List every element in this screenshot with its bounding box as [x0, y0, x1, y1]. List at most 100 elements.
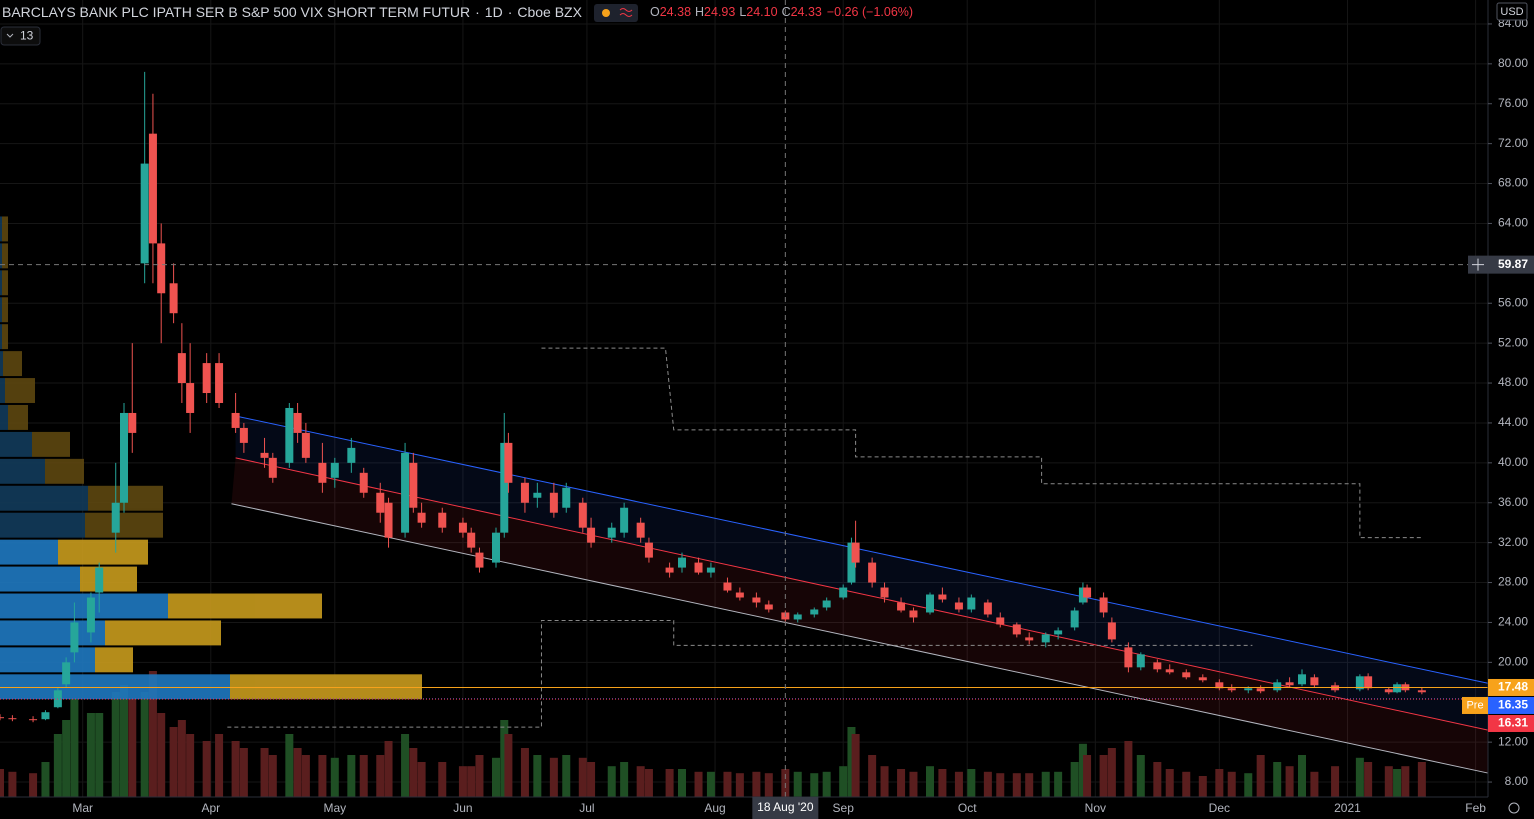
crosshair-date-box	[752, 797, 819, 819]
volume-bar	[1298, 755, 1306, 797]
plus-icon	[1472, 258, 1484, 271]
y-tick-label: 48.00	[1498, 375, 1528, 389]
volume-bar	[723, 771, 732, 797]
volume-bar	[417, 762, 426, 797]
candle-body	[62, 662, 71, 685]
y-tick-label: 56.00	[1498, 295, 1528, 309]
volume-bar	[678, 769, 686, 797]
ohlc-value: 24.38	[660, 5, 691, 19]
candle-body	[897, 602, 906, 611]
candle-body	[1083, 587, 1092, 598]
profile-up	[0, 324, 2, 350]
candle-body	[1384, 689, 1393, 693]
candle-body	[186, 383, 195, 413]
candle-body	[0, 717, 4, 719]
candle-body	[578, 502, 587, 528]
candle-body	[1273, 682, 1282, 691]
price-axis	[1488, 0, 1534, 819]
volume-bar	[562, 755, 571, 797]
candle-body	[1070, 610, 1079, 628]
x-tick-label: Mar	[72, 801, 93, 815]
volume-bar	[1083, 755, 1092, 797]
candle-body	[268, 457, 277, 478]
candle-body	[1215, 682, 1224, 689]
candle-body	[678, 557, 686, 568]
volume-bar	[62, 720, 71, 797]
volume-bar	[996, 773, 1005, 797]
profile-up	[0, 378, 5, 403]
volume-bar	[868, 755, 877, 797]
profile-down	[8, 404, 28, 430]
interval[interactable]: 1D	[485, 4, 503, 20]
chevron-icon	[6, 33, 14, 38]
volume-bar	[1364, 762, 1373, 797]
volume-bar	[301, 755, 310, 797]
y-tick-label: 28.00	[1498, 575, 1528, 589]
candle-body	[607, 527, 616, 538]
candle-body	[86, 597, 95, 633]
volume-bar	[752, 771, 761, 797]
profile-down	[5, 378, 35, 403]
profile-up	[0, 431, 32, 457]
volume-bar	[793, 771, 802, 797]
candle-body	[239, 427, 248, 443]
crosshair-price-label: 59.87	[1498, 257, 1528, 271]
candle-body	[285, 407, 294, 463]
x-tick-label: Jun	[453, 801, 472, 815]
volume-bar	[706, 771, 715, 797]
candle-body	[868, 562, 877, 583]
candles	[0, 71, 1426, 723]
volume-bar	[95, 713, 104, 797]
candle-body	[983, 602, 992, 615]
crosshair-price-box	[1488, 255, 1534, 274]
candle-body	[202, 363, 211, 394]
candle-body	[148, 133, 157, 244]
candle-body	[140, 163, 149, 264]
profile-up	[0, 297, 2, 323]
profile-down	[2, 297, 8, 323]
volume-bar	[1310, 771, 1319, 797]
candle-body	[231, 412, 240, 428]
volume-bar	[764, 773, 773, 797]
volume-bar	[53, 734, 62, 797]
channel-line	[231, 503, 1489, 774]
status-icons[interactable]	[594, 4, 638, 22]
volume-bar	[140, 692, 149, 797]
candle-body	[177, 353, 186, 384]
volume-bar	[458, 766, 467, 797]
indicators-toggle[interactable]	[0, 26, 41, 46]
volume-bar	[1182, 771, 1191, 797]
volume-bar	[983, 771, 992, 797]
candle-body	[260, 452, 269, 458]
ohlc-value: 24.33	[791, 5, 822, 19]
volume-bar	[1078, 743, 1087, 797]
candle-body	[562, 487, 571, 508]
volume-bar	[1153, 762, 1162, 797]
exchange: Cboe BZX	[517, 4, 582, 20]
y-tick-label: 24.00	[1498, 615, 1528, 629]
channel-fill	[231, 457, 1488, 774]
volume-bar	[347, 755, 356, 797]
channel-fill	[235, 415, 1489, 731]
candle-body	[847, 542, 856, 583]
volume-bar	[111, 692, 120, 797]
volume-bar	[157, 713, 166, 797]
candle-body	[926, 594, 934, 613]
profile-up	[0, 647, 95, 673]
candle-body	[1285, 682, 1294, 686]
volume-bar	[665, 769, 674, 797]
candle-body	[1165, 669, 1174, 673]
price-label: 16.35	[1498, 698, 1528, 712]
profile-up	[0, 458, 45, 484]
profile-up	[0, 674, 230, 700]
settings-icon[interactable]	[1508, 802, 1520, 814]
candle-body	[301, 432, 310, 458]
candle-body	[996, 617, 1005, 625]
currency-box[interactable]	[1496, 2, 1528, 21]
volume-bar	[851, 734, 860, 797]
candle-body	[157, 243, 166, 294]
y-tick-label: 12.00	[1498, 734, 1528, 748]
candle-body	[1153, 662, 1162, 670]
volume-bar	[1393, 769, 1402, 797]
volume-bar	[578, 757, 587, 797]
